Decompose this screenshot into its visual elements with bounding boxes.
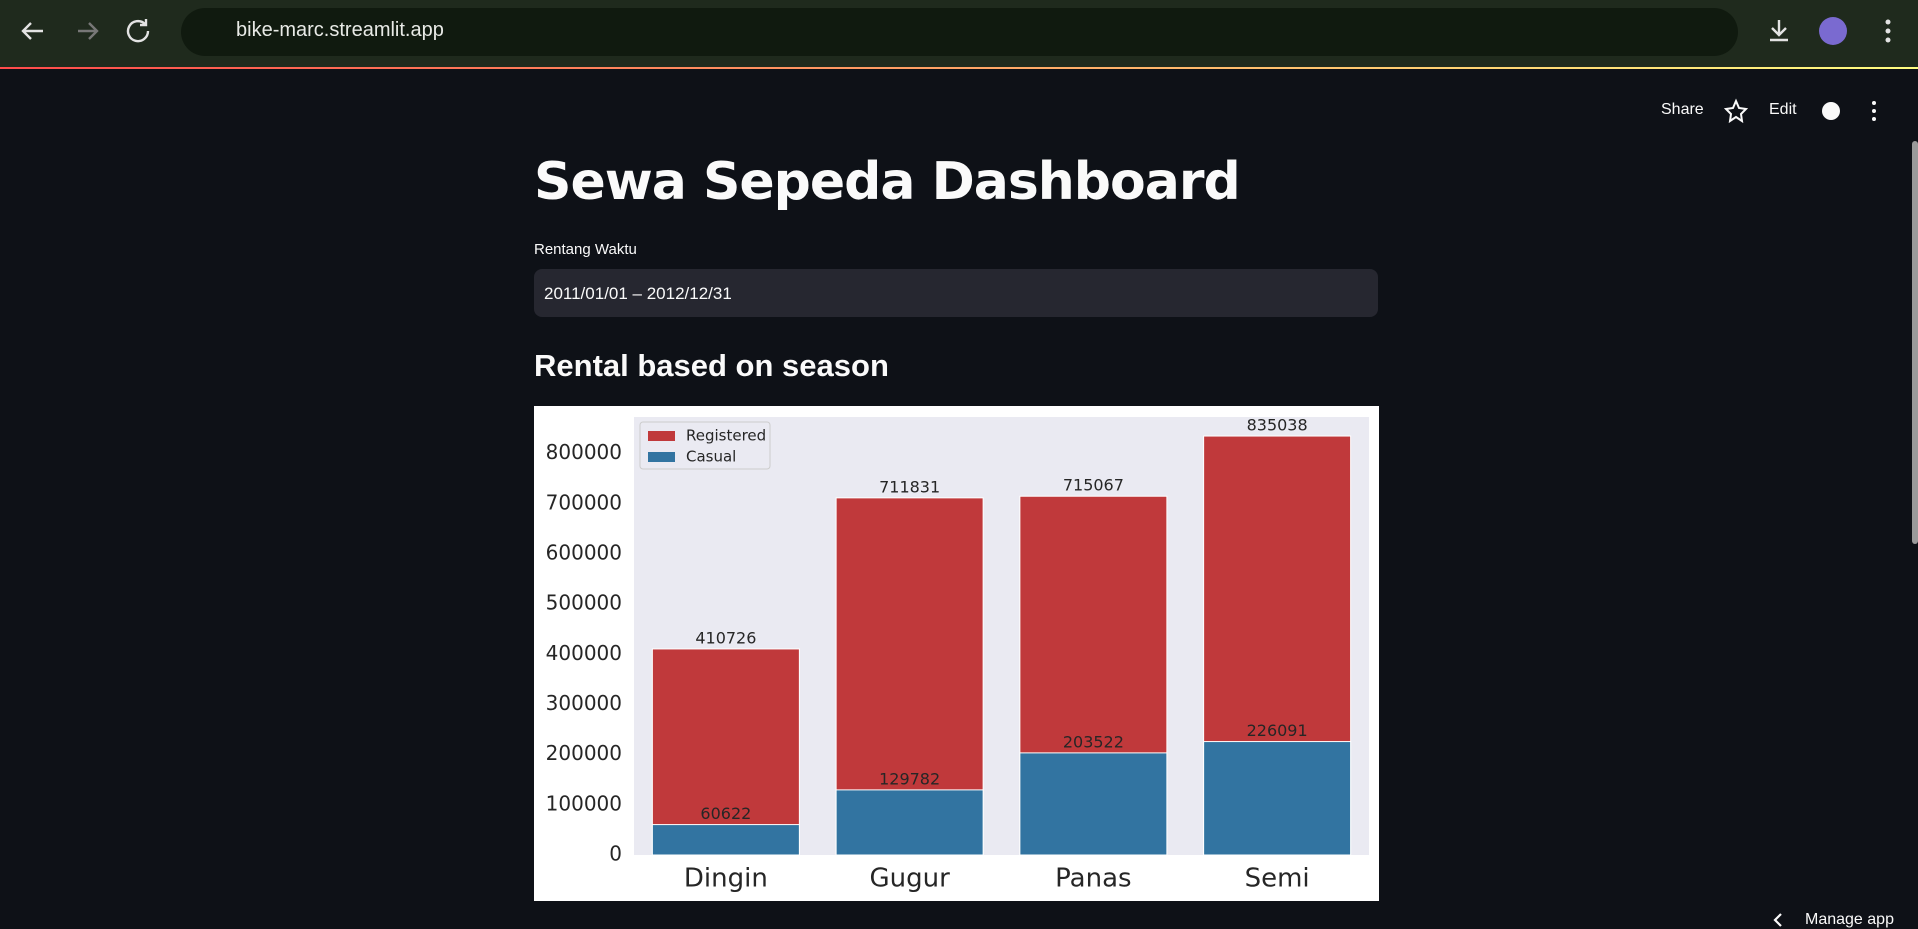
date-value[interactable]: 2011/01/01 – 2012/12/31 [544,284,732,303]
bar [1019,752,1168,856]
y-tick-label: 700000 [546,490,622,514]
x-tick-label: Gugur [869,864,950,894]
legend-label: Casual [686,448,736,466]
data-label: 410726 [695,628,756,647]
y-tick-label: 500000 [546,591,622,615]
y-tick-label: 200000 [546,741,622,765]
page-title: Sewa Sepeda Dashboard [534,152,1241,212]
manage-app[interactable]: Manage app [1805,911,1894,928]
data-label: 60622 [700,804,751,823]
data-label: 835038 [1247,416,1308,435]
menu-icon[interactable] [1885,19,1891,43]
avatar[interactable] [1819,17,1847,45]
url-text[interactable]: bike-marc.streamlit.app [236,19,444,41]
y-tick-label: 300000 [546,691,622,715]
github-icon[interactable] [1822,102,1840,120]
data-label: 226091 [1247,721,1308,740]
bar [1203,741,1352,856]
date-label: Rentang Waktu [534,241,637,258]
data-label: 129782 [879,769,940,788]
y-tick-label: 400000 [546,641,622,665]
chart: 0 100000 200000 300000 400000 500000 600000 700… [546,416,1369,894]
x-tick-label: Semi [1245,864,1310,894]
x-tick-label: Dingin [684,864,768,894]
y-tick-label: 0 [609,842,622,866]
x-tick-label: Panas [1055,864,1131,894]
forward-icon [78,22,99,40]
header-icons [1723,98,1876,124]
data-label: 203522 [1063,732,1124,751]
share-button[interactable]: Share [1661,101,1704,118]
y-tick-label: 100000 [546,791,622,815]
bar [651,648,800,856]
section-title: Rental based on season [534,348,889,383]
bar [651,824,800,856]
chart-container: 0 100000 200000 300000 400000 500000 600000 700… [534,406,1379,901]
download-icon[interactable] [1770,20,1788,42]
star-icon[interactable] [1723,98,1749,124]
more-icon[interactable] [1872,101,1876,121]
data-label: 711831 [879,477,940,496]
reload-icon[interactable] [126,19,150,43]
data-label: 715067 [1063,476,1124,495]
y-tick-label: 600000 [546,540,622,564]
chevron-icon[interactable] [1770,911,1786,929]
edit-button[interactable]: Edit [1769,101,1797,118]
date-input[interactable] [534,269,1378,317]
legend-label: Registered [686,427,766,445]
back-icon[interactable] [21,22,43,40]
bar [835,789,984,856]
legend-swatch [648,452,675,462]
y-tick-label: 800000 [546,440,622,464]
scrollbar [1912,141,1918,544]
legend-swatch [648,431,675,441]
address-bar[interactable] [181,8,1738,56]
decoration-line [0,67,1918,69]
